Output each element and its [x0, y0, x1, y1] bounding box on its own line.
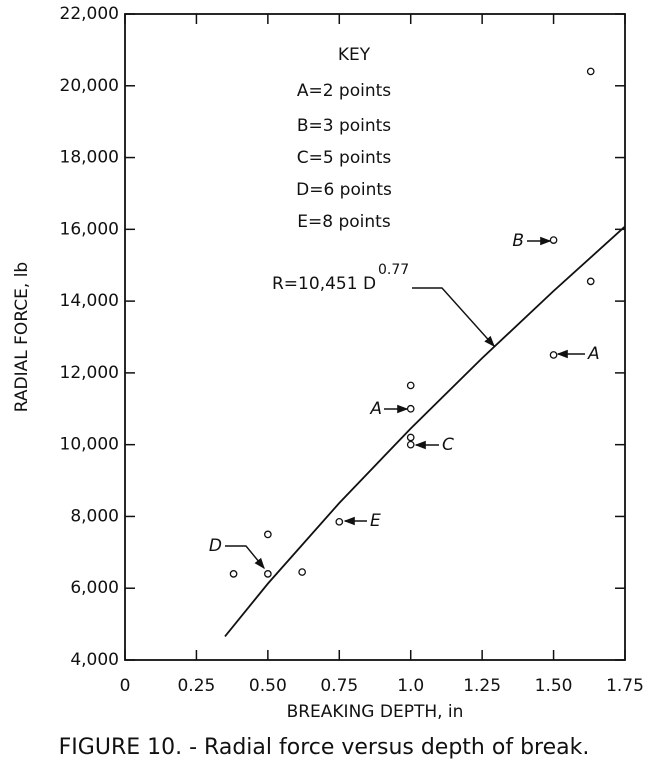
data-point [335, 517, 344, 526]
x-tick-label: 1.75 [606, 676, 644, 696]
y-tick-label: 6,000 [70, 578, 119, 598]
data-point [586, 67, 595, 76]
data-point [549, 351, 558, 359]
point-label: A [587, 344, 600, 364]
fit-label: R=10,451 D [272, 274, 376, 294]
x-tick-label: 1.0 [397, 676, 424, 696]
y-tick-label: 22,000 [60, 4, 119, 24]
y-tick-label: 8,000 [70, 506, 119, 526]
fit-leader [412, 287, 495, 348]
caption: FIGURE 10. - Radial force versus depth o… [59, 735, 590, 760]
data-point [298, 568, 306, 576]
data-point [406, 381, 415, 390]
x-tick-label: 0.25 [177, 676, 215, 696]
fit-line [224, 225, 626, 637]
y-tick-label: 18,000 [60, 148, 119, 168]
y-axis-label: RADIAL FORCE, lb [12, 262, 32, 412]
x-tick-label: 0 [120, 676, 131, 696]
data-point [264, 570, 272, 578]
fit-exponent: 0.77 [378, 262, 409, 278]
point-label: C [442, 435, 454, 455]
data-point [406, 440, 415, 449]
point-label: E [370, 511, 381, 531]
data-point [264, 530, 272, 539]
y-tick-label: 4,000 [70, 650, 119, 670]
x-tick-label: 0.50 [249, 676, 287, 696]
key-entry: D=6 points [296, 180, 392, 200]
key-entry: E=8 points [297, 212, 391, 232]
y-tick-label: 16,000 [60, 219, 119, 239]
data-point [229, 570, 238, 578]
y-tick-label: 10,000 [60, 435, 119, 455]
data-point [406, 433, 415, 442]
data-point [549, 236, 558, 244]
y-tick-label: 14,000 [60, 291, 119, 311]
y-tick-label: 20,000 [60, 76, 119, 96]
plot-frame [124, 13, 626, 661]
x-tick-label: 1.50 [535, 676, 573, 696]
point-label: A [369, 399, 382, 419]
point-label: D [209, 536, 222, 556]
x-tick-label: 1.25 [463, 676, 501, 696]
x-axis-label: BREAKING DEPTH, in [287, 702, 464, 722]
y-tick-label: 12,000 [60, 363, 119, 383]
data-point [406, 404, 415, 413]
key-entry: B=3 points [297, 116, 391, 136]
x-tick-label: 0.75 [320, 676, 358, 696]
key-entry: A=2 points [297, 81, 391, 101]
pointer [225, 545, 265, 570]
data-point [586, 277, 595, 286]
point-label: B [512, 231, 524, 251]
key-entry: C=5 points [297, 148, 392, 168]
key-title: KEY [338, 45, 371, 65]
